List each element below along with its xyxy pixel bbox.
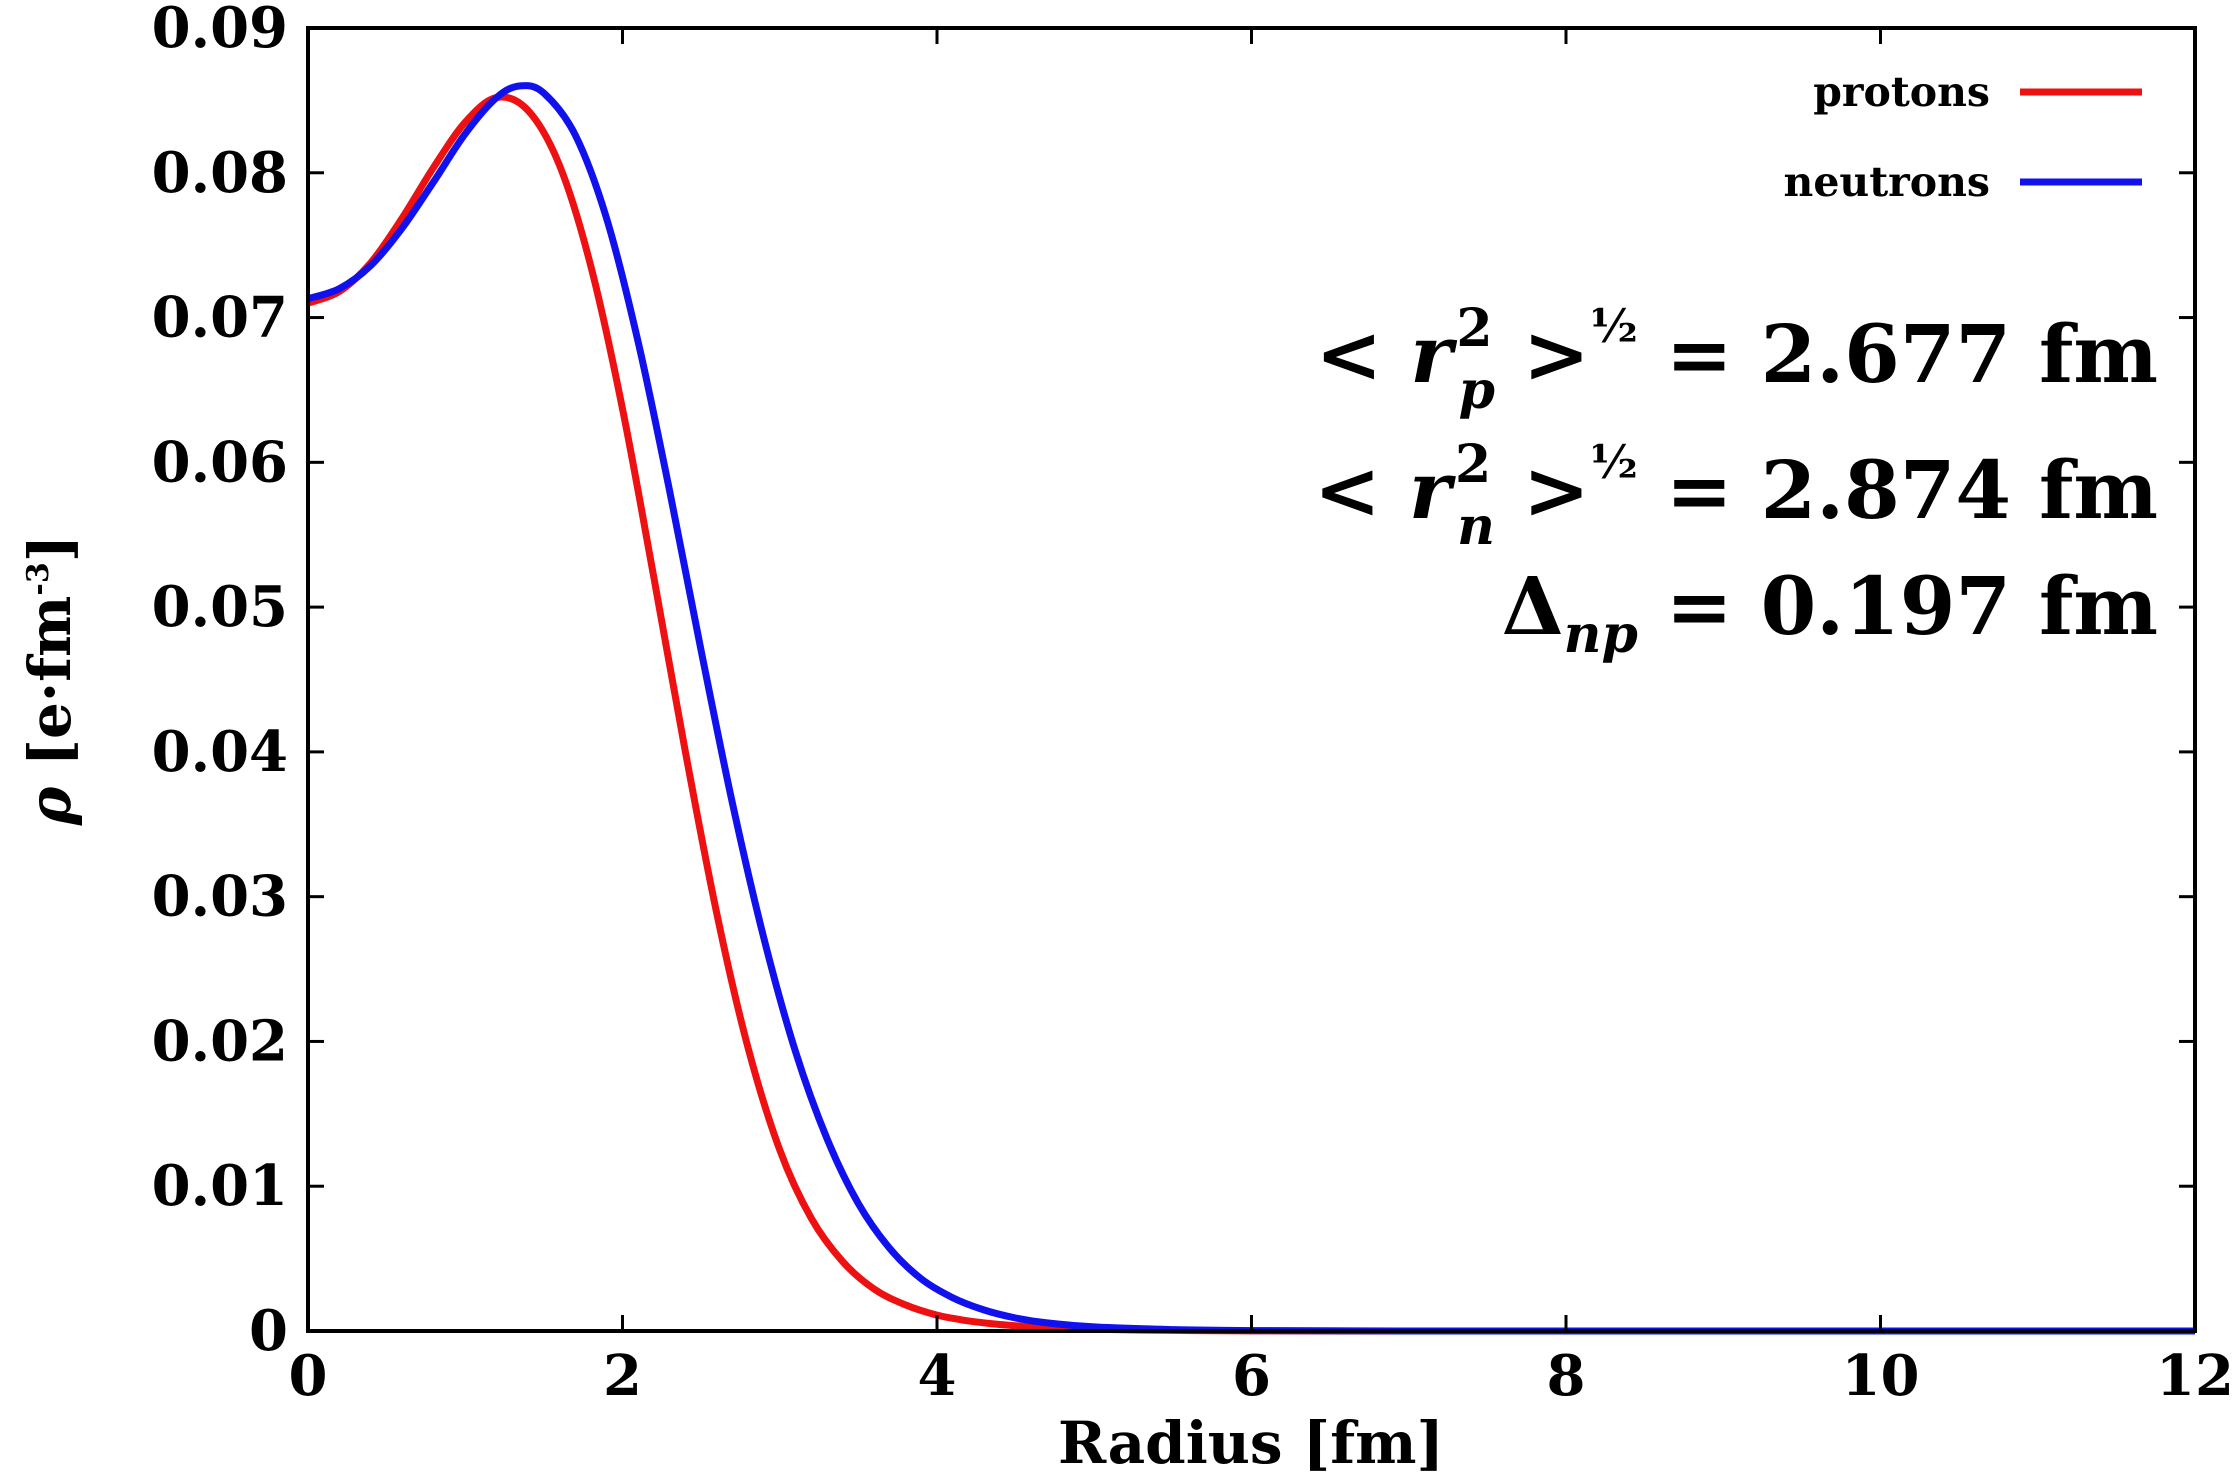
- annotation-prefix: <: [1314, 443, 1409, 537]
- y-axis-close: ]: [16, 535, 84, 562]
- annotation-sub: n: [1457, 496, 1495, 557]
- legend-label-protons: protons: [1813, 68, 1990, 116]
- x-tick-label: 12: [2156, 1343, 2234, 1409]
- x-tick-label: 8: [1547, 1343, 1586, 1409]
- x-tick-label: 4: [918, 1343, 957, 1409]
- y-tick-label: 0.02: [152, 1008, 288, 1074]
- annotation-proton-radius: < r2 p >½ = 2.677 fm: [1315, 298, 2158, 421]
- x-tick-label: 2: [603, 1343, 642, 1409]
- annotation-var: r: [1409, 443, 1456, 537]
- y-tick-label: 0.07: [152, 285, 288, 351]
- plot-frame: [306, 26, 2197, 1333]
- annotation-mid: >: [1495, 443, 1590, 537]
- legend: protons neutrons: [1784, 68, 2142, 206]
- series-lines: [306, 82, 2195, 1335]
- annotation-neutron-radius: < r2 n >½ = 2.874 fm: [1314, 434, 2158, 557]
- annotation-sup: 2: [1455, 434, 1491, 495]
- radius-annotations: < r2 p >½ = 2.677 fm < r2 n >½ = 2.874 fm …: [1314, 298, 2158, 665]
- annotation-sub: p: [1459, 360, 1495, 421]
- annotation-var: Δ: [1502, 559, 1564, 653]
- annotation-prefix: <: [1315, 307, 1410, 401]
- axis-ticks: [306, 26, 2197, 1333]
- annotation-power: ½: [1590, 435, 1638, 489]
- annotation-value: = 2.874 fm: [1638, 443, 2158, 537]
- annotation-sub: np: [1564, 604, 1638, 665]
- y-tick-label: 0.05: [152, 574, 288, 640]
- annotation-mid: >: [1495, 307, 1590, 401]
- legend-label-neutrons: neutrons: [1784, 158, 1990, 206]
- annotation-power: ½: [1590, 299, 1638, 353]
- y-tick-label: 0.06: [152, 429, 288, 495]
- tick-labels: 0 2 4 6 8 10 12 0 0.01 0.02 0.03 0.04 0.05 0.06 0.07 0.…: [152, 0, 2234, 1409]
- y-tick-label: 0.01: [152, 1153, 288, 1219]
- y-axis-exponent: -3: [21, 562, 56, 595]
- y-tick-label: 0.04: [152, 719, 288, 785]
- y-tick-label: 0.09: [152, 0, 288, 61]
- y-axis-symbol: ρ: [16, 786, 84, 826]
- annotation-value: = 2.677 fm: [1638, 307, 2158, 401]
- x-axis-title: Radius [fm]: [1058, 1409, 1444, 1477]
- x-tick-label: 10: [1842, 1343, 1920, 1409]
- series-line-protons: [306, 93, 2195, 1335]
- annotation-skin-thickness: Δnp = 0.197 fm: [1502, 559, 2158, 665]
- x-tick-label: 0: [289, 1343, 328, 1409]
- y-axis-unit: [e·fm: [16, 596, 84, 787]
- y-tick-label: 0: [249, 1298, 288, 1364]
- y-axis-title: ρ [e·fm-3]: [16, 535, 84, 826]
- x-tick-label: 6: [1232, 1343, 1271, 1409]
- annotation-var: r: [1410, 307, 1457, 401]
- annotation-value: = 0.197 fm: [1638, 559, 2158, 653]
- y-tick-label: 0.08: [152, 140, 288, 206]
- y-tick-label: 0.03: [152, 864, 288, 930]
- annotation-sup: 2: [1456, 298, 1492, 359]
